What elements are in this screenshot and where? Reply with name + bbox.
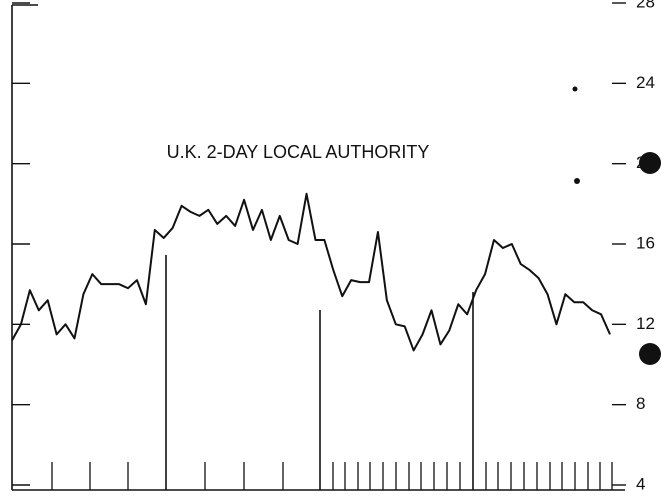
- data-line: [11, 192, 611, 352]
- y-tick-label: 24: [636, 73, 655, 92]
- y-tick-label: 8: [636, 394, 645, 413]
- dot: [639, 152, 661, 174]
- y-tick-label: 20: [636, 153, 655, 172]
- dot: [574, 178, 580, 184]
- y-tick-label: 12: [636, 314, 655, 333]
- dot: [639, 343, 661, 365]
- frame: [11, 4, 661, 491]
- chart-title: U.K. 2-DAY LOCAL AUTHORITY: [167, 142, 430, 162]
- dot: [572, 86, 578, 92]
- y-tick-label: 16: [636, 233, 655, 252]
- y-tick-label: 28: [636, 0, 655, 11]
- y-tick-label: 4: [636, 474, 645, 493]
